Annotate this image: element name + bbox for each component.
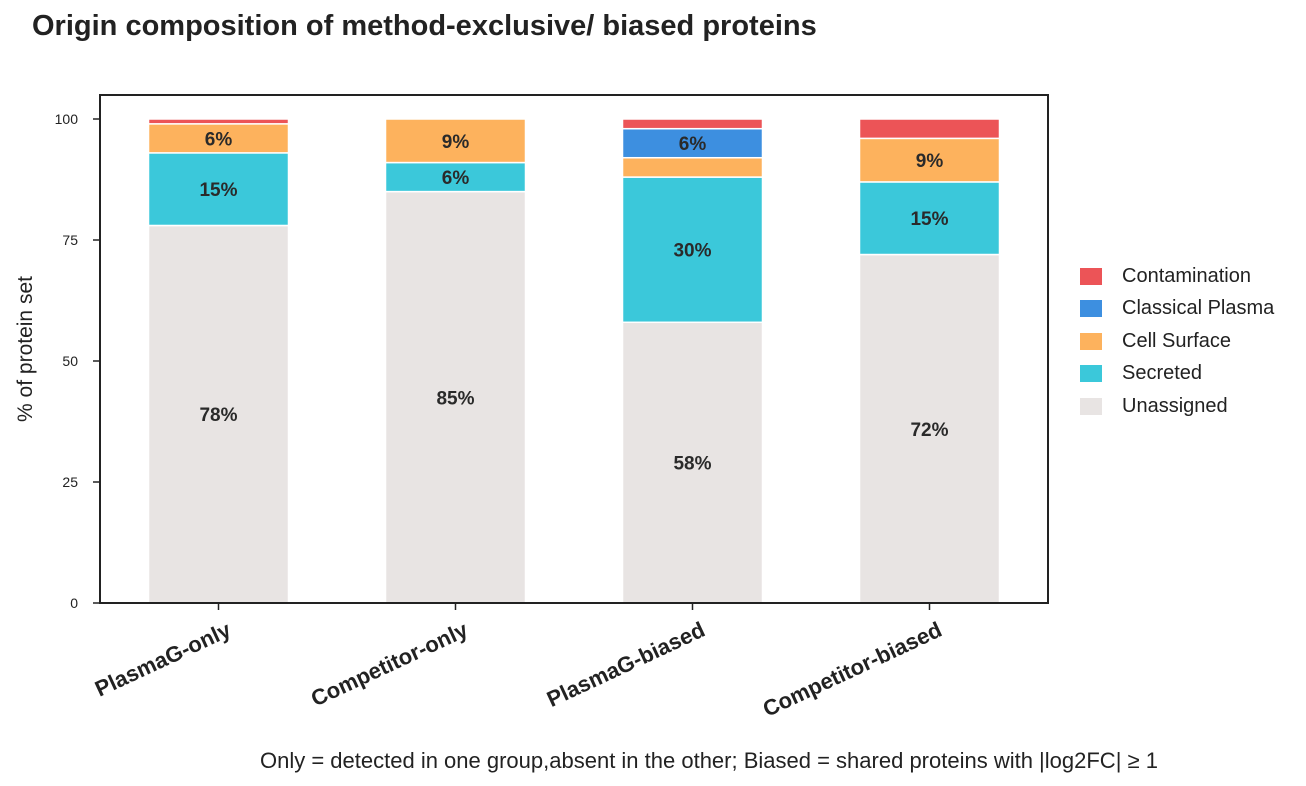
bar-segment-cell-surface-1	[384, 118, 527, 164]
bar-segment-secreted-1	[384, 161, 527, 193]
x-tick-label: Competitor-biased	[759, 617, 946, 722]
legend-item-contamination: Contamination	[1080, 260, 1274, 293]
legend-label: Contamination	[1122, 264, 1251, 287]
legend-item-unassigned: Unassigned	[1080, 390, 1274, 423]
data-label: 15%	[199, 180, 237, 201]
data-label: 15%	[910, 209, 948, 230]
bar-segment-cell-surface-0	[147, 123, 290, 154]
legend: Contamination Classical Plasma Cell Surfac…	[1080, 260, 1274, 423]
data-label: 6%	[205, 129, 233, 150]
x-axis: PlasmaG-only Competitor-only PlasmaG-biase…	[91, 603, 946, 722]
bar-segment-classical-plasma-2	[621, 127, 764, 159]
data-label: 9%	[442, 132, 470, 153]
data-label: 58%	[673, 454, 711, 475]
bar-segment-contamination-2	[621, 118, 764, 130]
legend-label: Secreted	[1122, 362, 1203, 385]
chart-footnote: Only = detected in one group,absent in t…	[260, 748, 1158, 773]
data-labels-layer: 78% 15% 6% 85% 6% 9% 58% 30% 6% 72% 15% 9%	[199, 129, 948, 474]
data-label: 85%	[436, 388, 474, 409]
y-tick-label: 25	[62, 474, 78, 490]
bar-segment-unassigned-2	[621, 321, 764, 604]
legend-swatch	[1080, 332, 1102, 350]
x-tick-label: PlasmaG-biased	[543, 617, 709, 712]
bars-layer	[147, 118, 1001, 604]
legend-item-cell-surface: Cell Surface	[1080, 325, 1274, 358]
chart-title: Origin composition of method-exclusive/ …	[32, 10, 817, 42]
bar-segment-contamination-3	[858, 118, 1001, 140]
legend-label: Classical Plasma	[1122, 297, 1275, 320]
y-tick-label: 50	[62, 353, 78, 369]
legend-item-secreted: Secreted	[1080, 358, 1274, 391]
data-label: 6%	[442, 168, 470, 189]
y-tick-label: 100	[55, 111, 79, 127]
bar-segment-cell-surface-2	[621, 156, 764, 178]
data-label: 6%	[679, 134, 707, 155]
data-label: 78%	[199, 405, 237, 426]
y-tick-label: 0	[70, 595, 78, 611]
legend-swatch	[1080, 300, 1102, 318]
bar-segment-unassigned-0	[147, 224, 290, 604]
bar-segment-contamination-0	[147, 118, 290, 125]
data-label: 72%	[910, 420, 948, 441]
legend-item-classical-plasma: Classical Plasma	[1080, 293, 1274, 326]
y-tick-label: 75	[62, 232, 78, 248]
data-label: 30%	[673, 241, 711, 262]
legend-swatch	[1080, 267, 1102, 285]
y-axis-label: % of protein set	[14, 276, 37, 422]
legend-label: Cell Surface	[1122, 329, 1231, 352]
legend-swatch	[1080, 365, 1102, 383]
y-axis: 0 25 50 75 100	[55, 111, 100, 611]
legend-label: Unassigned	[1122, 394, 1228, 417]
bar-segment-secreted-3	[858, 181, 1001, 256]
x-tick-label: PlasmaG-only	[91, 617, 235, 702]
legend-swatch	[1080, 397, 1102, 415]
bar-segment-unassigned-3	[858, 253, 1001, 604]
data-label: 9%	[916, 151, 944, 172]
plot-frame	[99, 94, 1049, 604]
x-tick-label: Competitor-only	[307, 617, 472, 712]
bar-segment-cell-surface-3	[858, 137, 1001, 183]
